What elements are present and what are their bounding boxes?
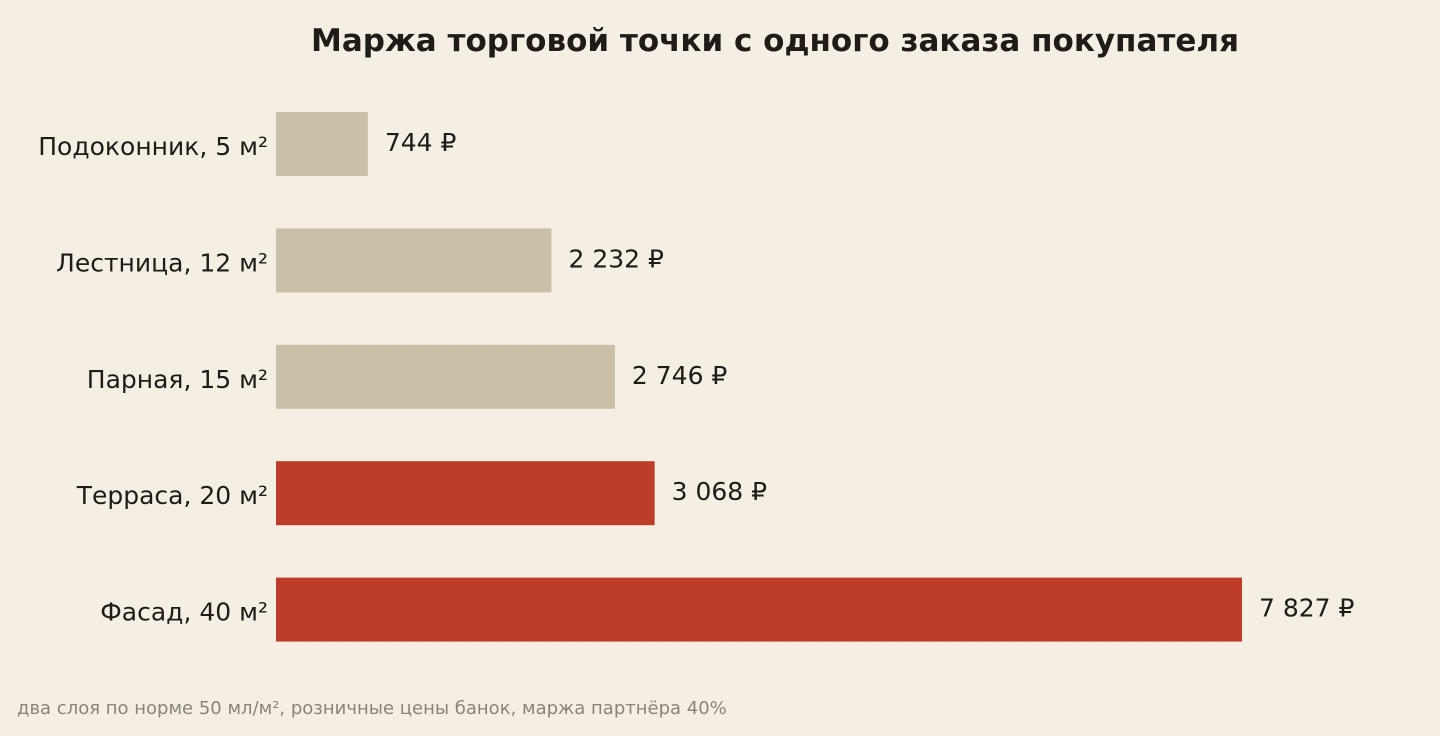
bar-4 [276, 577, 1242, 642]
category-label-2: Парная, 15 м² [87, 365, 268, 394]
category-label-0: Подоконник, 5 м² [38, 132, 268, 161]
bar-1 [276, 228, 552, 293]
bar-3 [276, 461, 655, 526]
value-label-3: 3 068 ₽ [672, 477, 768, 506]
category-label-3: Терраса, 20 м² [76, 481, 268, 510]
value-label-4: 7 827 ₽ [1259, 594, 1355, 623]
value-label-2: 2 746 ₽ [632, 361, 728, 390]
category-label-1: Лестница, 12 м² [56, 248, 268, 277]
chart-title: Маржа торговой точки с одного заказа пок… [311, 23, 1239, 59]
value-label-0: 744 ₽ [385, 128, 457, 157]
bar-2 [276, 344, 615, 409]
bar-0 [276, 112, 368, 176]
value-label-1: 2 232 ₽ [568, 244, 664, 273]
category-label-4: Фасад, 40 м² [100, 598, 268, 627]
chart-footnote: два слоя по норме 50 мл/м², розничные це… [17, 698, 727, 719]
bars-group: Подоконник, 5 м² 744 ₽ Лестница, 12 м² 2 23… [38, 112, 1355, 642]
